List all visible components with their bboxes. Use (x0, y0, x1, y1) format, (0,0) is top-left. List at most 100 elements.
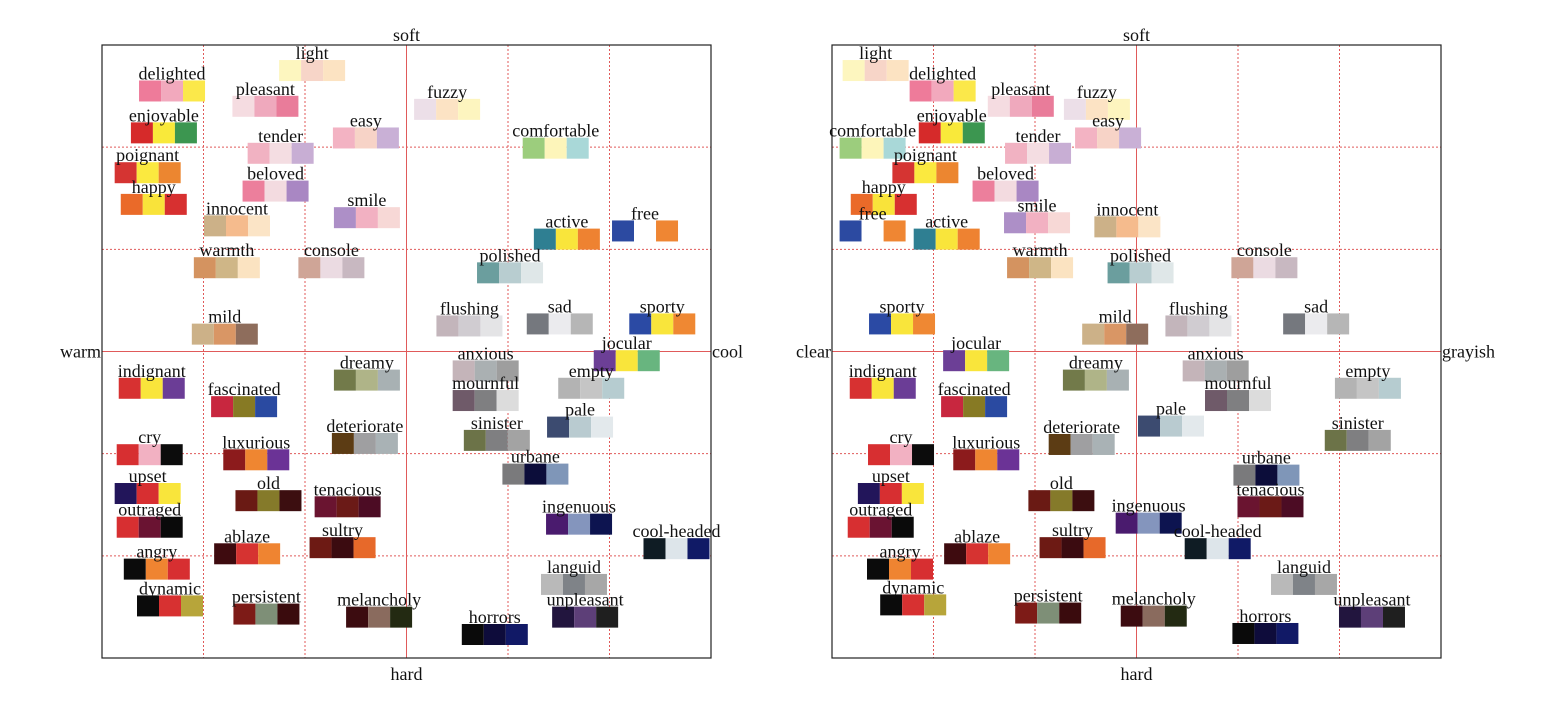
swatch (1037, 602, 1060, 624)
palette-point: horrors (461, 607, 528, 646)
point-label: enjoyable (917, 105, 987, 125)
swatch (1159, 512, 1182, 534)
swatch (414, 98, 437, 120)
swatch (377, 207, 400, 229)
palette-point: enjoyable (129, 105, 199, 144)
palette-point: ingenuous (1112, 496, 1186, 534)
swatch (118, 377, 141, 399)
point-label: mild (208, 307, 241, 327)
swatch (1187, 315, 1210, 337)
swatch (160, 516, 183, 538)
swatch (474, 360, 497, 382)
swatch (924, 594, 947, 616)
point-label: console (304, 240, 359, 260)
palette-point: persistent (1014, 586, 1083, 624)
swatch (552, 606, 575, 628)
palette-point: sultry (309, 520, 376, 559)
palette-point: tender (1005, 126, 1072, 164)
swatch (574, 606, 597, 628)
swatch (152, 122, 175, 144)
swatch (963, 396, 986, 418)
palette-point: melancholy (337, 590, 421, 628)
palette-point: luxurious (952, 432, 1020, 471)
swatch (590, 513, 613, 535)
swatch (869, 313, 892, 335)
swatch (1292, 573, 1315, 595)
swatch (332, 127, 355, 149)
point-label: sinister (471, 413, 523, 433)
swatch (890, 444, 913, 466)
swatch (452, 360, 475, 382)
swatch (1106, 369, 1129, 391)
point-label: mild (1099, 307, 1132, 327)
palette-point: anxious (1182, 343, 1249, 382)
swatch (138, 444, 161, 466)
swatch (911, 558, 934, 580)
axis-label-left: warm (60, 342, 101, 362)
palette-point: comfortable (829, 121, 916, 159)
swatch (548, 313, 571, 335)
swatch (940, 122, 963, 144)
swatch (1237, 496, 1260, 518)
swatch (861, 220, 884, 242)
point-label: dynamic (139, 578, 201, 598)
swatch (502, 463, 525, 485)
point-label: poignant (894, 145, 957, 165)
swatch (264, 180, 287, 202)
swatch (1085, 98, 1108, 120)
palette-point: mournful (1205, 373, 1272, 412)
point-label: active (925, 212, 968, 232)
point-label: upset (129, 466, 167, 486)
swatch (1005, 142, 1028, 164)
swatch (861, 137, 884, 159)
swatch (1165, 315, 1188, 337)
swatch (255, 603, 278, 625)
swatch (480, 315, 503, 337)
swatch (342, 257, 365, 279)
palette-point: deteriorate (326, 416, 403, 454)
swatch (277, 603, 300, 625)
palette-point: sad (1283, 296, 1350, 335)
swatch (333, 369, 356, 391)
axis-label-top: soft (1123, 25, 1150, 45)
palette-point: dynamic (880, 577, 947, 616)
swatch (871, 377, 894, 399)
swatch (1277, 464, 1300, 486)
palette-point: console (298, 240, 365, 279)
swatch (985, 396, 1008, 418)
palette-point: mild (191, 307, 258, 345)
point-label: innocent (206, 198, 268, 218)
palette-point: old (1028, 473, 1095, 512)
swatch (953, 80, 976, 102)
palette-point: jocular (593, 333, 660, 372)
swatch (247, 142, 270, 164)
point-label: sultry (322, 520, 363, 540)
palette-point: angry (867, 542, 934, 580)
swatch (211, 396, 234, 418)
swatch (1346, 429, 1369, 451)
swatch (593, 350, 616, 372)
swatch (301, 60, 324, 82)
swatch (975, 449, 998, 471)
swatch (1226, 360, 1249, 382)
palette-point: flushing (1165, 298, 1232, 337)
swatch (320, 257, 343, 279)
swatch (1004, 212, 1027, 234)
swatch (1305, 313, 1328, 335)
point-label: languid (1277, 557, 1331, 577)
swatch (245, 449, 268, 471)
swatch (257, 490, 280, 512)
swatch (987, 95, 1010, 117)
swatch (1151, 262, 1174, 284)
swatch (507, 429, 530, 451)
swatch (849, 377, 872, 399)
palette-point: cool-headed (1174, 521, 1262, 560)
swatch (142, 193, 165, 215)
point-label: sultry (1052, 520, 1093, 540)
swatch (463, 429, 486, 451)
swatch (1104, 323, 1127, 345)
palette-point: console (1231, 240, 1298, 279)
point-label: sad (548, 296, 572, 316)
swatch (203, 215, 226, 237)
axis-label-top: soft (393, 25, 420, 45)
